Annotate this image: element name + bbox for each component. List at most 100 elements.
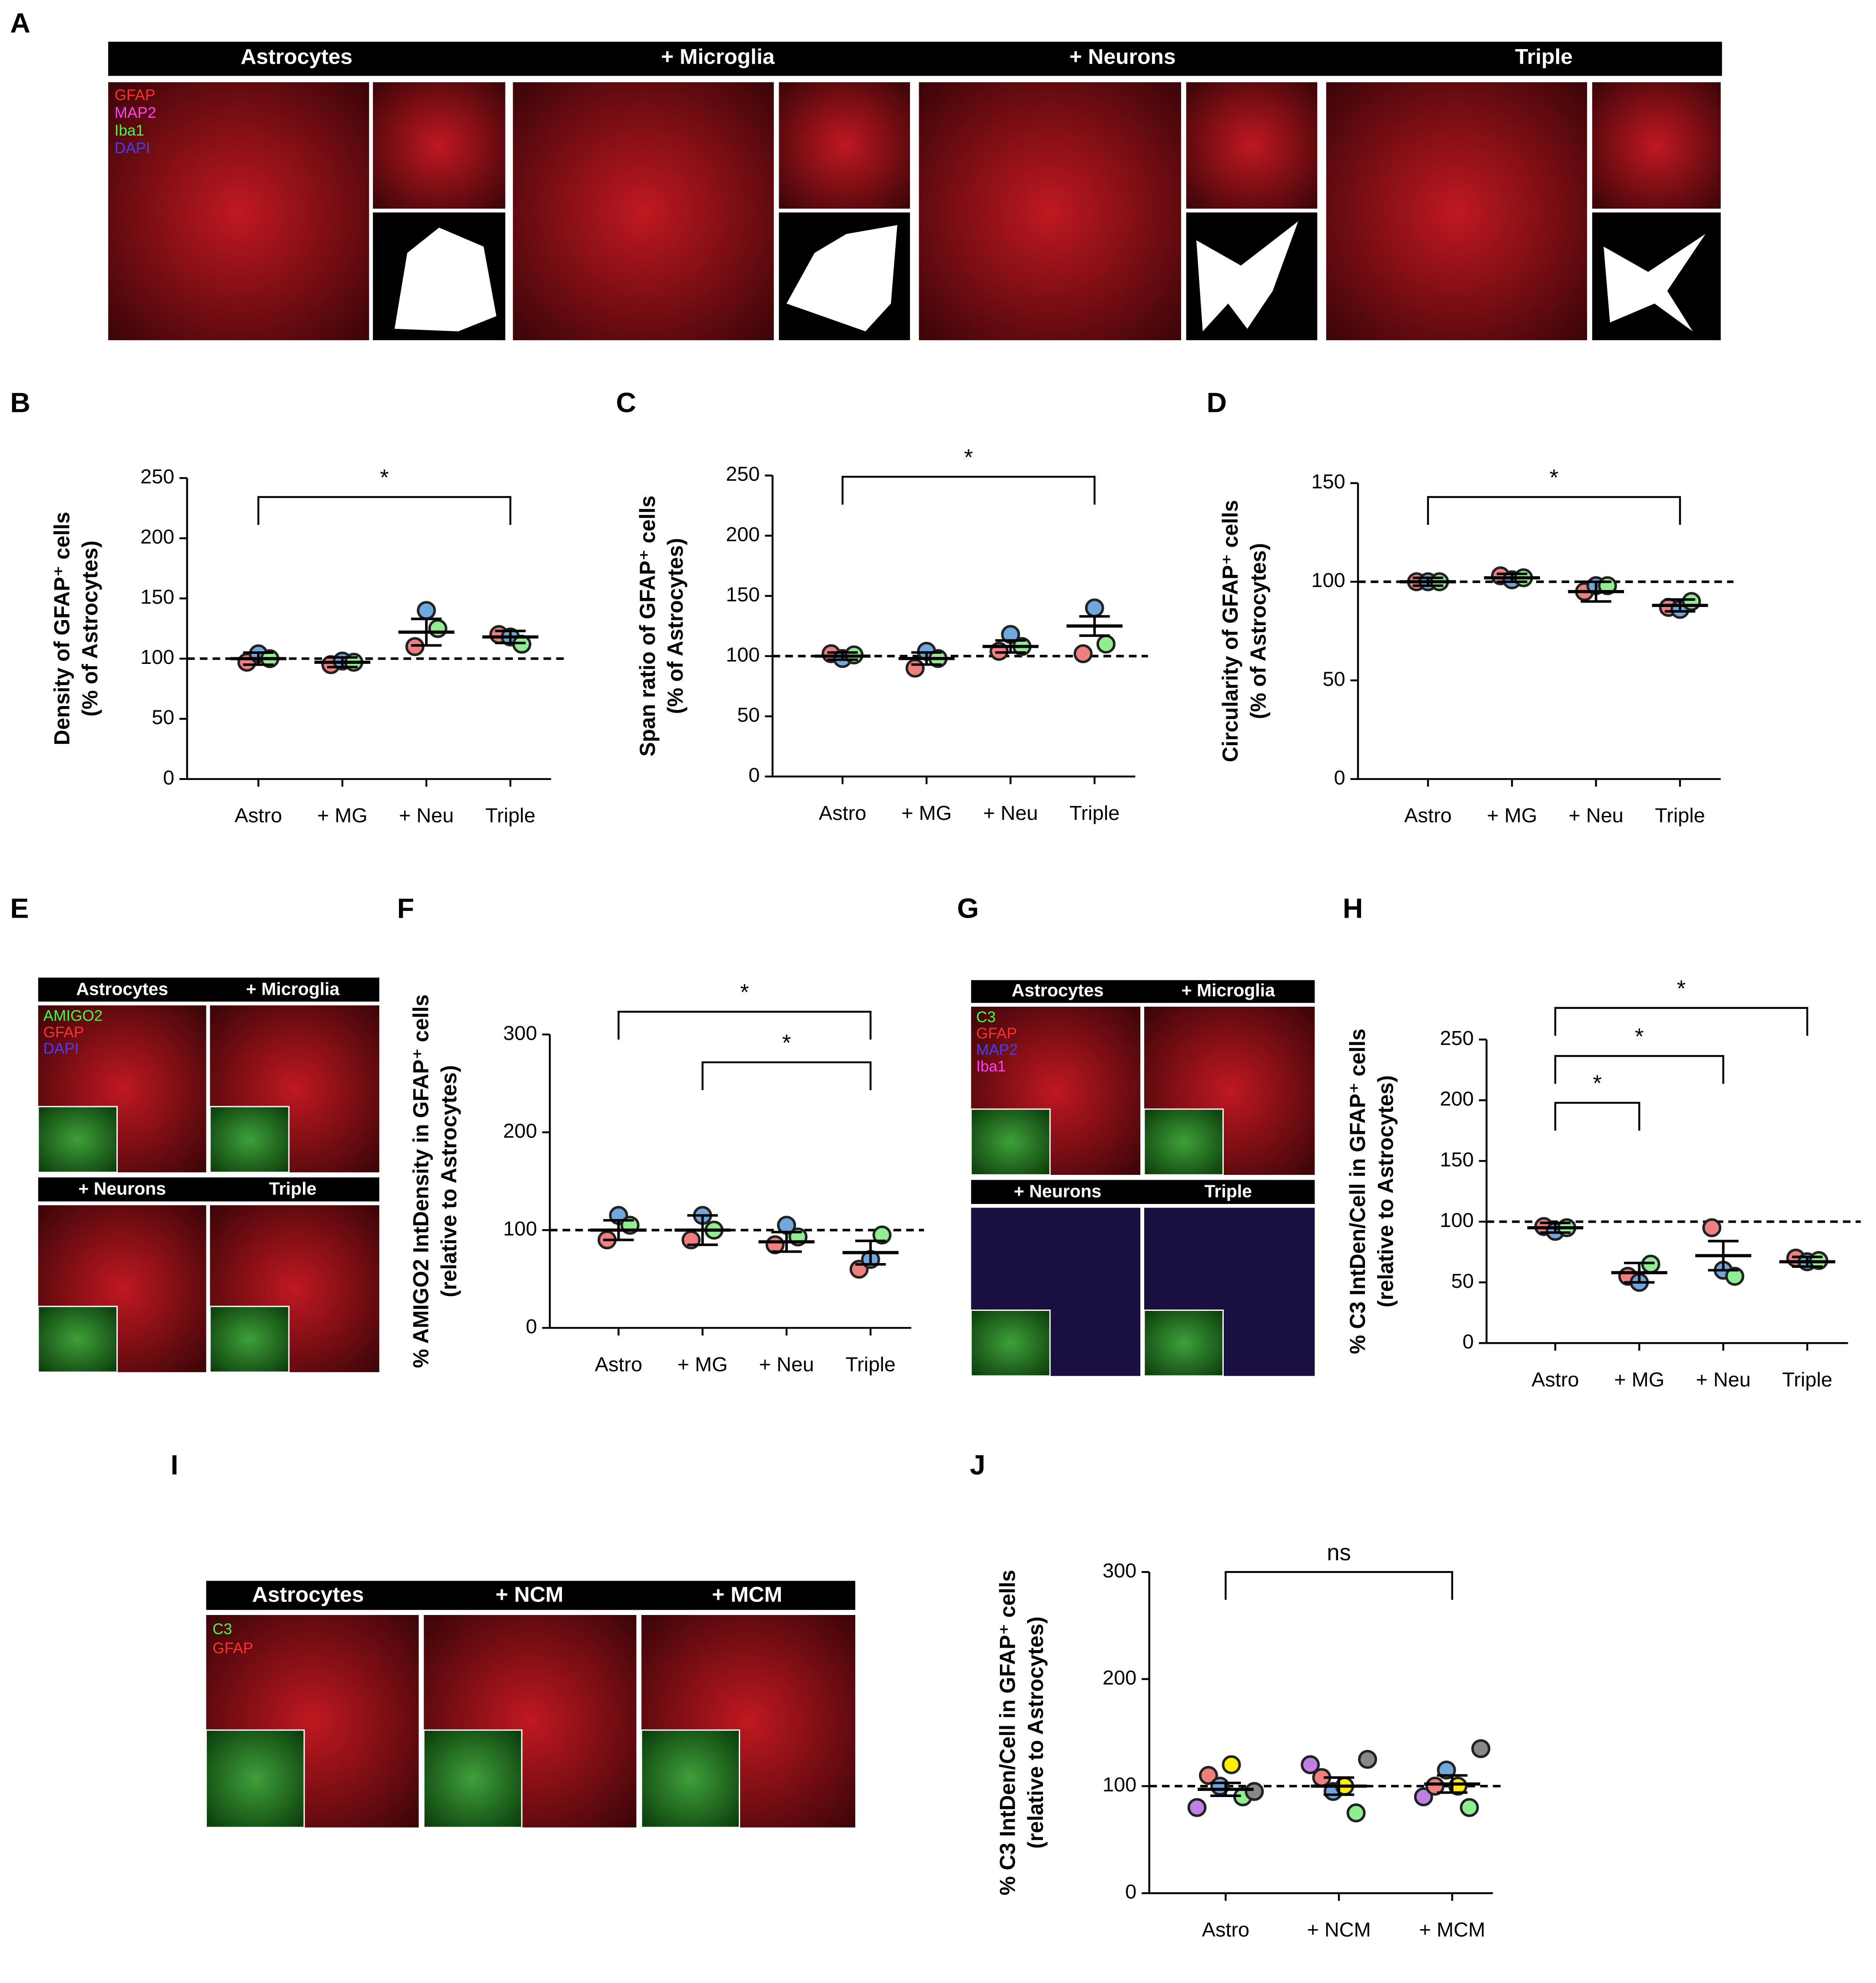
replicate-point bbox=[1187, 1798, 1207, 1817]
error-bar bbox=[495, 630, 526, 644]
header-label: Triple bbox=[1205, 1181, 1252, 1201]
y-tick-label: 100 bbox=[140, 646, 174, 668]
error-bar bbox=[243, 651, 274, 666]
y-tick-label: 200 bbox=[1102, 1666, 1136, 1689]
y-axis-label: Span ratio of GFAP⁺ cells bbox=[635, 495, 660, 756]
header-label: Triple bbox=[1515, 44, 1573, 69]
y-tick-label: 150 bbox=[726, 583, 760, 606]
x-tick-label: Astro bbox=[595, 1353, 642, 1376]
chart: B Density of GFAP⁺ cells (% of Astrocytes)… bbox=[10, 387, 564, 827]
replicate-point bbox=[1301, 1755, 1320, 1774]
replicate-point bbox=[1448, 1777, 1468, 1796]
error-bar bbox=[603, 1219, 634, 1241]
y-tick-label: 200 bbox=[140, 525, 174, 548]
y-tick-label: 150 bbox=[1312, 470, 1345, 493]
significance-bracket bbox=[257, 496, 511, 525]
header-label: + MCM bbox=[712, 1582, 782, 1607]
channel-label: GFAP bbox=[43, 1024, 84, 1041]
x-tick-label: + MG bbox=[677, 1353, 728, 1376]
error-bar bbox=[1437, 1774, 1468, 1794]
y-axis-label: (relative to Astrocytes) bbox=[437, 1065, 461, 1297]
y-tick-label: 300 bbox=[503, 1021, 537, 1044]
panel-letter: B bbox=[10, 387, 30, 418]
micrograph bbox=[513, 82, 774, 340]
micrograph bbox=[373, 82, 505, 209]
x-tick-label: Triple bbox=[1655, 804, 1705, 827]
significance-label: ns bbox=[1327, 1540, 1351, 1565]
channel-label: DAPI bbox=[115, 140, 150, 157]
significance-label: * bbox=[1677, 976, 1686, 1001]
x-tick-label: + NCM bbox=[1307, 1918, 1371, 1941]
error-bar bbox=[687, 1214, 718, 1246]
replicate-point bbox=[1085, 598, 1104, 618]
inset bbox=[205, 1729, 305, 1828]
micrograph bbox=[1326, 82, 1587, 340]
error-bar bbox=[411, 617, 442, 647]
y-tick-label: 0 bbox=[1334, 766, 1345, 789]
channel-label: GFAP bbox=[976, 1025, 1017, 1042]
error-bar bbox=[1664, 598, 1696, 613]
panel-g: G Astrocytes + Microglia + Neurons Tripl… bbox=[957, 893, 1315, 1377]
inset bbox=[37, 1106, 118, 1173]
inset bbox=[209, 1306, 290, 1373]
x-tick-label: + Neu bbox=[983, 802, 1038, 824]
panel-letter: H bbox=[1343, 893, 1363, 924]
y-axis-label: Circularity of GFAP⁺ cells bbox=[1218, 500, 1242, 762]
significance-bracket bbox=[701, 1061, 872, 1091]
error-bar bbox=[1412, 576, 1444, 587]
panel-a: A Astrocytes + Microglia + Neurons Tripl… bbox=[10, 7, 1722, 340]
x-tick-label: + MG bbox=[1487, 804, 1537, 827]
y-tick-label: 0 bbox=[748, 764, 760, 786]
y-axis-label: (% of Astrocytes) bbox=[1246, 543, 1270, 719]
header-bar bbox=[971, 980, 1315, 1003]
header-label: + Neurons bbox=[1014, 1181, 1102, 1201]
replicate-point bbox=[1460, 1798, 1479, 1817]
panel-letter: J bbox=[970, 1449, 986, 1481]
x-tick-label: Triple bbox=[1782, 1368, 1832, 1391]
error-bar bbox=[1079, 615, 1110, 637]
panel-e: E Astrocytes + Microglia + Neurons Tripl… bbox=[10, 893, 379, 1373]
significance-bracket bbox=[618, 1011, 872, 1040]
header-label: + Neurons bbox=[1069, 44, 1176, 69]
channel-label: DAPI bbox=[43, 1040, 79, 1057]
mask-shape bbox=[1604, 234, 1706, 332]
x-tick-label: + Neu bbox=[1696, 1368, 1750, 1391]
error-bar bbox=[911, 651, 942, 666]
replicate-point bbox=[1073, 644, 1093, 663]
micrograph bbox=[1186, 82, 1318, 209]
replicate-point bbox=[905, 658, 925, 678]
y-tick-label: 100 bbox=[503, 1217, 537, 1240]
y-tick-label: 0 bbox=[526, 1315, 537, 1338]
panel-letter: E bbox=[10, 893, 29, 924]
header-bar bbox=[206, 1581, 856, 1610]
significance-bracket bbox=[841, 476, 1096, 505]
y-axis-label: (relative to Astrocytes) bbox=[1373, 1075, 1398, 1307]
micrograph bbox=[108, 82, 369, 340]
micrographs bbox=[108, 82, 1721, 340]
error-bar bbox=[1497, 572, 1527, 583]
error-bar bbox=[771, 1230, 802, 1253]
error-bar bbox=[327, 656, 358, 669]
y-tick-label: 250 bbox=[726, 463, 760, 485]
y-tick-label: 50 bbox=[737, 703, 760, 726]
error-bar bbox=[855, 1240, 886, 1266]
replicate-point bbox=[1682, 592, 1701, 611]
y-axis-label: (% of Astrocytes) bbox=[78, 541, 102, 716]
y-tick-label: 100 bbox=[726, 643, 760, 666]
panel-letter: A bbox=[10, 7, 30, 39]
replicate-point bbox=[1358, 1750, 1377, 1769]
x-tick-label: Triple bbox=[1069, 802, 1119, 824]
x-tick-label: + Neu bbox=[1569, 804, 1624, 827]
channel-label: MAP2 bbox=[115, 104, 156, 121]
x-tick-label: Astro bbox=[235, 804, 282, 827]
replicate-point bbox=[417, 601, 436, 620]
channel-label: Iba1 bbox=[976, 1058, 1006, 1075]
error-bar bbox=[995, 639, 1026, 654]
error-bar bbox=[1540, 1221, 1571, 1234]
y-tick-label: 250 bbox=[1440, 1027, 1474, 1049]
significance-label: * bbox=[964, 445, 973, 471]
significance-label: * bbox=[1550, 465, 1559, 491]
inset bbox=[209, 1106, 290, 1173]
x-tick-label: Astro bbox=[1404, 804, 1451, 827]
chart: J % C3 IntDen/Cell in GFAP⁺ cells (relativ… bbox=[970, 1449, 1506, 1941]
